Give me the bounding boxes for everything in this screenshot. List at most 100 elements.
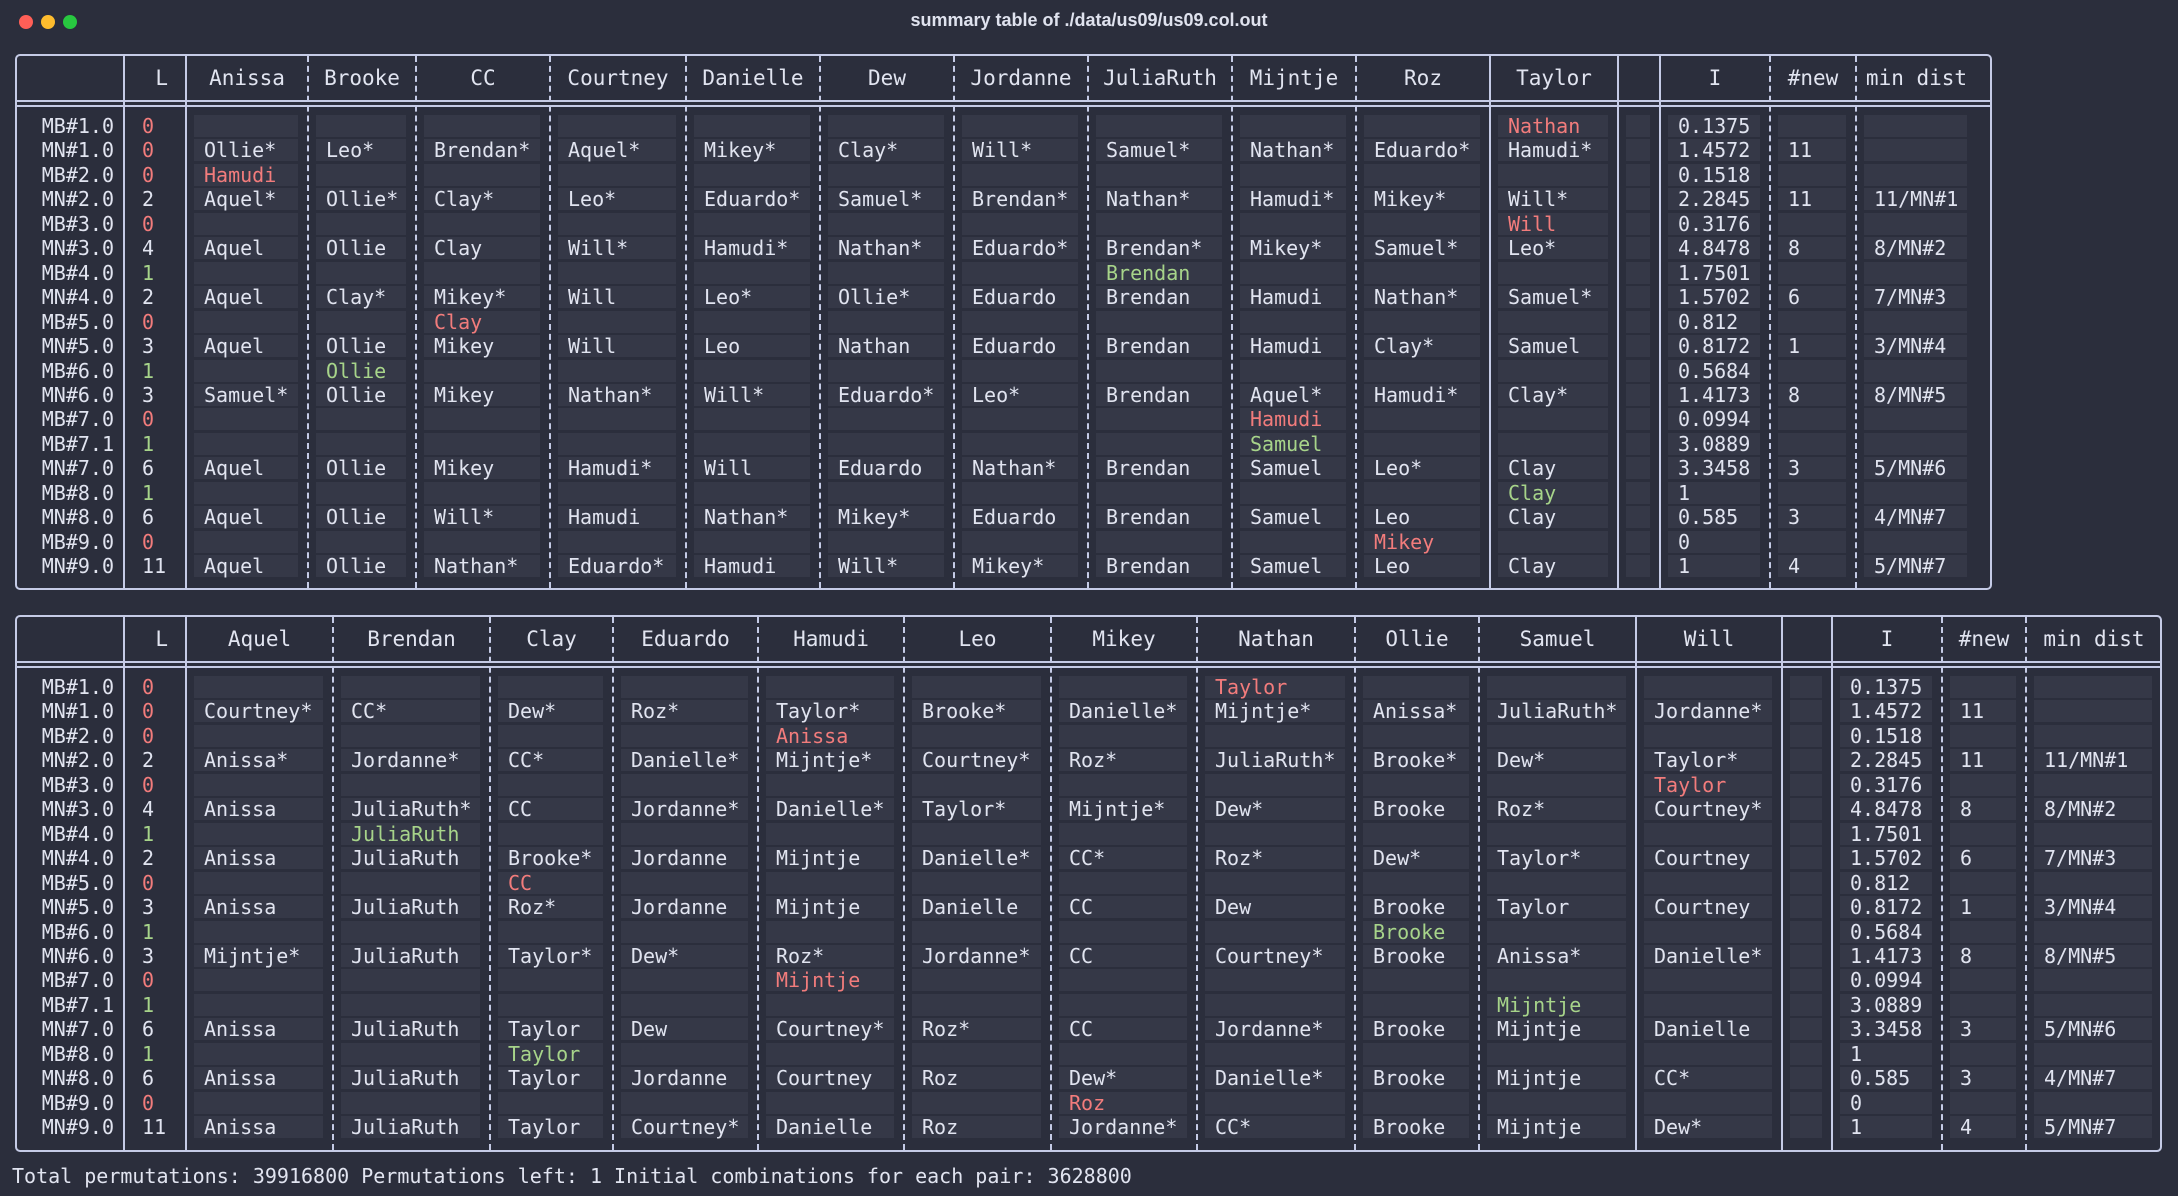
cell-background [1059, 798, 1187, 821]
column-header-new: #new [1958, 627, 2010, 651]
table-cell: 0.8172 [1850, 895, 1923, 920]
cell-background [621, 749, 748, 772]
cell-background [316, 432, 406, 455]
table-cell: 2.2845 [1850, 748, 1923, 773]
table-cell: 8/MN#5 [2044, 943, 2117, 968]
cell-background [2034, 1067, 2152, 1090]
table-cell: Clay* [434, 187, 495, 212]
table-cell: 1 [1788, 334, 1801, 359]
table-cell: Leo [1374, 554, 1411, 579]
table-cell: Taylor [508, 1041, 581, 1066]
cell-background [316, 359, 406, 382]
table-cell: Roz [1069, 1090, 1106, 1115]
cell-background [498, 700, 603, 723]
table-row: MB#9.0 0 Roz 0 [17, 1091, 2160, 1115]
cell-background [194, 773, 323, 796]
cell-background [1778, 481, 1846, 504]
cell-background [194, 896, 323, 919]
cell-background [1840, 1018, 1932, 1041]
table-cell: 3/MN#4 [1874, 334, 1947, 359]
cell-background [1059, 993, 1187, 1016]
cell-background [694, 115, 810, 137]
cell-background [912, 944, 1041, 967]
table-cell: Mijntje [1497, 1115, 1582, 1140]
column-divider [415, 56, 417, 588]
light-count: 0 [142, 1090, 155, 1115]
table-cell: Will* [838, 554, 899, 579]
table-cell: Roz* [776, 943, 825, 968]
cell-background [341, 1091, 480, 1114]
cell-background [2034, 1091, 2152, 1114]
table-cell: Dew [1215, 895, 1252, 920]
cell-background [498, 920, 603, 943]
cell-background [1240, 310, 1346, 333]
cell-background [694, 530, 810, 553]
table-cell: Mijntje* [776, 748, 873, 773]
table-cell: JuliaRuth [351, 846, 460, 871]
cell-background [558, 457, 676, 480]
table-cell: 1.5702 [1850, 846, 1923, 871]
cell-background [1363, 1116, 1469, 1139]
table-cell: Hamudi* [568, 456, 653, 481]
cell-background [558, 212, 676, 235]
table-cell: Dew* [1215, 797, 1264, 822]
table-row: MB#8.0 1 Taylor 1 [17, 1042, 2160, 1066]
table-cell: Mikey* [838, 505, 911, 530]
cell-background [1668, 481, 1760, 504]
close-window-button[interactable] [19, 15, 33, 29]
cell-background [316, 188, 406, 211]
column-header-min-dist: min dist [1865, 66, 1968, 90]
cell-background [621, 969, 748, 992]
table-cell: Ollie [326, 456, 387, 481]
table-cell: Nathan* [972, 456, 1057, 481]
table-row: MN#1.0 0 Courtney* CC* Dew* Roz* Taylor* Brooke… [17, 699, 2160, 723]
cell-background [1668, 335, 1760, 358]
cell-background [424, 139, 540, 162]
cell-background [1778, 212, 1846, 235]
column-divider [757, 617, 759, 1150]
column-header-clay: Clay [526, 627, 577, 651]
cell-background [912, 773, 1041, 796]
status-line: Total permutations: 39916800 Permutation… [12, 1164, 1132, 1188]
cell-background [1778, 383, 1846, 406]
minimize-window-button[interactable] [41, 15, 55, 29]
table-cell: 3.0889 [1850, 992, 1923, 1017]
cell-background [1626, 432, 1650, 455]
column-divider [1855, 56, 1857, 588]
cell-background [1840, 969, 1932, 992]
cell-background [1626, 481, 1650, 504]
cell-background [1096, 481, 1222, 504]
cell-background [316, 139, 406, 162]
table-cell: 0.3176 [1678, 211, 1751, 236]
cell-background [766, 798, 894, 821]
cell-background [766, 1042, 894, 1065]
table-cell: 2.2845 [1678, 187, 1751, 212]
cell-background [962, 310, 1078, 333]
column-divider [685, 56, 687, 588]
table-cell: Leo [1374, 505, 1411, 530]
cell-background [1668, 139, 1760, 162]
light-count: 0 [142, 870, 155, 895]
cell-background [1096, 261, 1222, 284]
cell-background [1840, 676, 1932, 698]
cell-background [498, 798, 603, 821]
cell-background [1364, 432, 1480, 455]
cell-background [194, 920, 323, 943]
light-count: 1 [142, 919, 155, 944]
table-cell: Jordanne [631, 1066, 728, 1091]
table-row: MB#6.0 1 Ollie 0.5684 [17, 359, 1990, 383]
row-label: MN#5.0 [41, 895, 114, 920]
cell-background [694, 310, 810, 333]
cell-background [1644, 847, 1772, 870]
table-cell: Hamudi [1250, 407, 1323, 432]
cell-background [1364, 212, 1480, 235]
table-row: MB#4.0 1 JuliaRuth 1.7501 [17, 822, 2160, 846]
table-cell: Courtney [1654, 895, 1751, 920]
cell-background [1840, 871, 1932, 894]
table-cell: Leo* [326, 138, 375, 163]
cell-background [1205, 993, 1345, 1016]
row-label: MN#8.0 [41, 505, 114, 530]
table-cell: 3 [1960, 1017, 1973, 1042]
cell-background [341, 1042, 480, 1065]
maximize-window-button[interactable] [63, 15, 77, 29]
